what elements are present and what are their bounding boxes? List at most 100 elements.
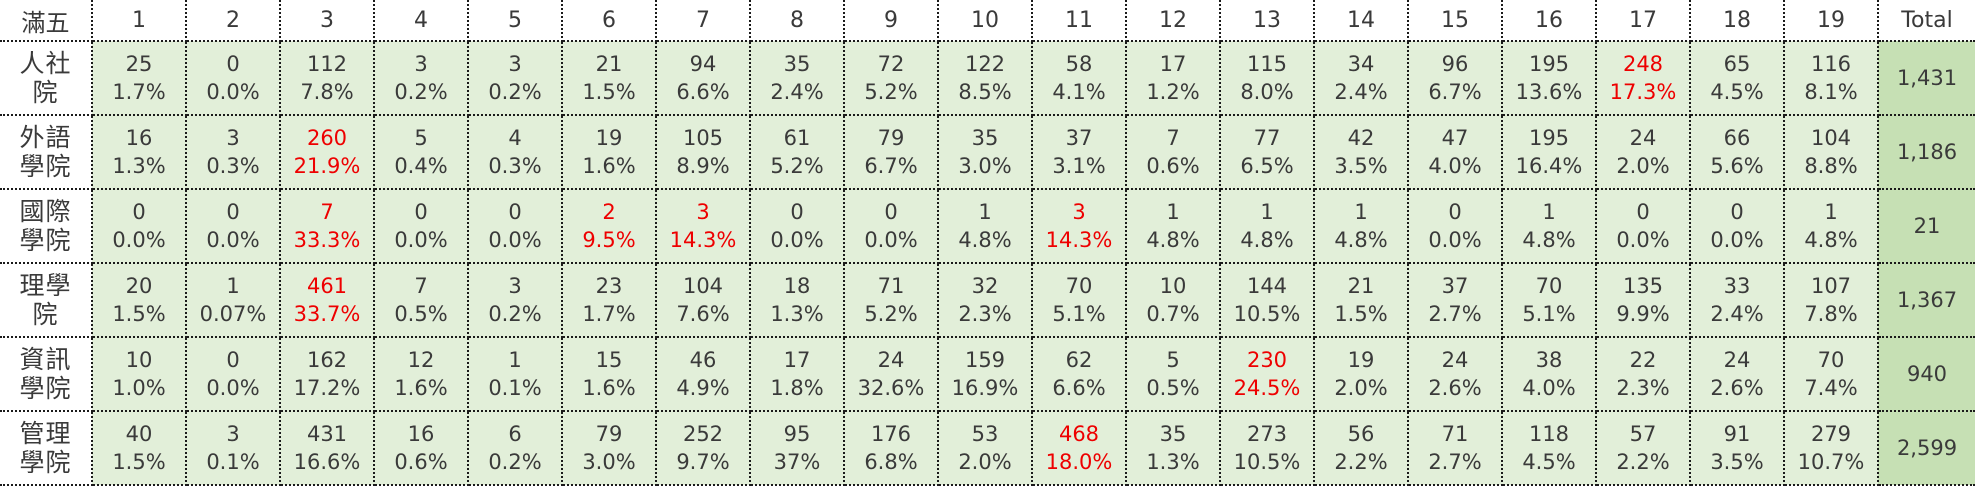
data-cell: 0 0.0% (1407, 188, 1503, 264)
data-cell: 19 1.6% (561, 114, 657, 190)
cell-count: 18 (783, 274, 811, 298)
column-header: 6 (561, 0, 657, 42)
cell-count: 176 (870, 422, 912, 446)
column-header: 1 (91, 0, 187, 42)
cell-percent: 6.6% (1052, 376, 1106, 400)
cell-count: 58 (1065, 52, 1093, 76)
data-cell: 62 6.6% (1031, 336, 1127, 412)
cell-percent: 4.8% (1804, 228, 1858, 252)
cell-count: 24 (1629, 126, 1657, 150)
cell-percent: 2.0% (1334, 376, 1388, 400)
cell-count: 95 (783, 422, 811, 446)
cell-count: 21 (1347, 274, 1375, 298)
cell-count: 144 (1246, 274, 1288, 298)
cell-count: 20 (125, 274, 153, 298)
data-cell: 24 2.6% (1407, 336, 1503, 412)
cell-count: 79 (595, 422, 623, 446)
cell-percent: 4.8% (1240, 228, 1294, 252)
cell-percent: 10.5% (1233, 450, 1301, 474)
data-cell: 37 3.1% (1031, 114, 1127, 190)
row-total: 1,431 (1877, 40, 1975, 116)
data-cell: 0 0.0% (1689, 188, 1785, 264)
column-header: 15 (1407, 0, 1503, 42)
data-cell: 18 1.3% (749, 262, 845, 338)
data-cell: 1 0.07% (185, 262, 281, 338)
data-cell: 34 2.4% (1313, 40, 1409, 116)
row-total: 1,186 (1877, 114, 1975, 190)
cell-percent: 9.9% (1616, 302, 1670, 326)
cell-count: 0 (414, 200, 428, 224)
cell-count: 5 (414, 126, 428, 150)
cell-percent: 8.0% (1240, 80, 1294, 104)
data-cell: 21 1.5% (561, 40, 657, 116)
row-label-line: 學院 (19, 226, 72, 255)
cell-percent: 3.0% (582, 450, 636, 474)
data-cell: 248 17.3% (1595, 40, 1691, 116)
data-cell: 0 0.0% (91, 188, 187, 264)
data-cell: 5 0.4% (373, 114, 469, 190)
cell-count: 0 (226, 52, 240, 76)
header-row: 滿五 1 2 3 4 5 6 7 8 9 10 11 12 13 14 15 16 17 18 19 Total (0, 0, 1975, 42)
cell-count: 0 (508, 200, 522, 224)
cell-percent: 0.6% (1146, 154, 1200, 178)
cell-count: 61 (783, 126, 811, 150)
cell-count: 4 (508, 126, 522, 150)
cell-count: 7 (414, 274, 428, 298)
cell-count: 17 (1159, 52, 1187, 76)
column-header: 4 (373, 0, 469, 42)
cell-count: 0 (1448, 200, 1462, 224)
data-cell: 70 5.1% (1031, 262, 1127, 338)
cell-count: 91 (1723, 422, 1751, 446)
cell-count: 32 (971, 274, 999, 298)
data-cell: 273 10.5% (1219, 410, 1315, 486)
data-cell: 42 3.5% (1313, 114, 1409, 190)
data-cell: 0 0.0% (843, 188, 939, 264)
cell-count: 56 (1347, 422, 1375, 446)
cell-percent: 2.4% (1334, 80, 1388, 104)
cell-percent: 2.3% (958, 302, 1012, 326)
cell-count: 33 (1723, 274, 1751, 298)
cell-percent: 16.6% (293, 450, 361, 474)
cell-percent: 5.2% (864, 302, 918, 326)
data-cell: 35 2.4% (749, 40, 845, 116)
data-cell: 144 10.5% (1219, 262, 1315, 338)
data-cell: 17 1.8% (749, 336, 845, 412)
row-label: 外語 學院 (0, 114, 93, 190)
cell-percent: 9.7% (676, 450, 730, 474)
data-cell: 40 1.5% (91, 410, 187, 486)
cell-percent: 2.0% (958, 450, 1012, 474)
data-cell: 1 4.8% (1501, 188, 1597, 264)
data-cell: 71 2.7% (1407, 410, 1503, 486)
data-cell: 252 9.7% (655, 410, 751, 486)
data-cell: 260 21.9% (279, 114, 375, 190)
cell-count: 79 (877, 126, 905, 150)
cell-percent: 1.6% (582, 154, 636, 178)
cell-percent: 1.6% (394, 376, 448, 400)
data-cell: 107 7.8% (1783, 262, 1879, 338)
data-cell: 10 0.7% (1125, 262, 1221, 338)
cell-count: 23 (595, 274, 623, 298)
cell-percent: 3.1% (1052, 154, 1106, 178)
cell-count: 1 (508, 348, 522, 372)
data-cell: 6 0.2% (467, 410, 563, 486)
cell-count: 252 (682, 422, 724, 446)
data-cell: 47 4.0% (1407, 114, 1503, 190)
cell-percent: 0.0% (1428, 228, 1482, 252)
row-label: 管理 學院 (0, 410, 93, 486)
data-cell: 1 0.1% (467, 336, 563, 412)
column-header: 2 (185, 0, 281, 42)
cell-count: 230 (1246, 348, 1288, 372)
cell-count: 10 (125, 348, 153, 372)
row-label: 理學院 (0, 262, 93, 338)
row-label-line: 學院 (19, 152, 72, 181)
cell-count: 273 (1246, 422, 1288, 446)
row-total: 21 (1877, 188, 1975, 264)
cell-count: 3 (508, 274, 522, 298)
data-cell: 79 6.7% (843, 114, 939, 190)
cell-percent: 17.3% (1609, 80, 1677, 104)
cell-percent: 0.3% (488, 154, 542, 178)
row-label: 國際 學院 (0, 188, 93, 264)
cell-count: 1 (1260, 200, 1274, 224)
data-cell: 79 3.0% (561, 410, 657, 486)
data-cell: 3 0.3% (185, 114, 281, 190)
